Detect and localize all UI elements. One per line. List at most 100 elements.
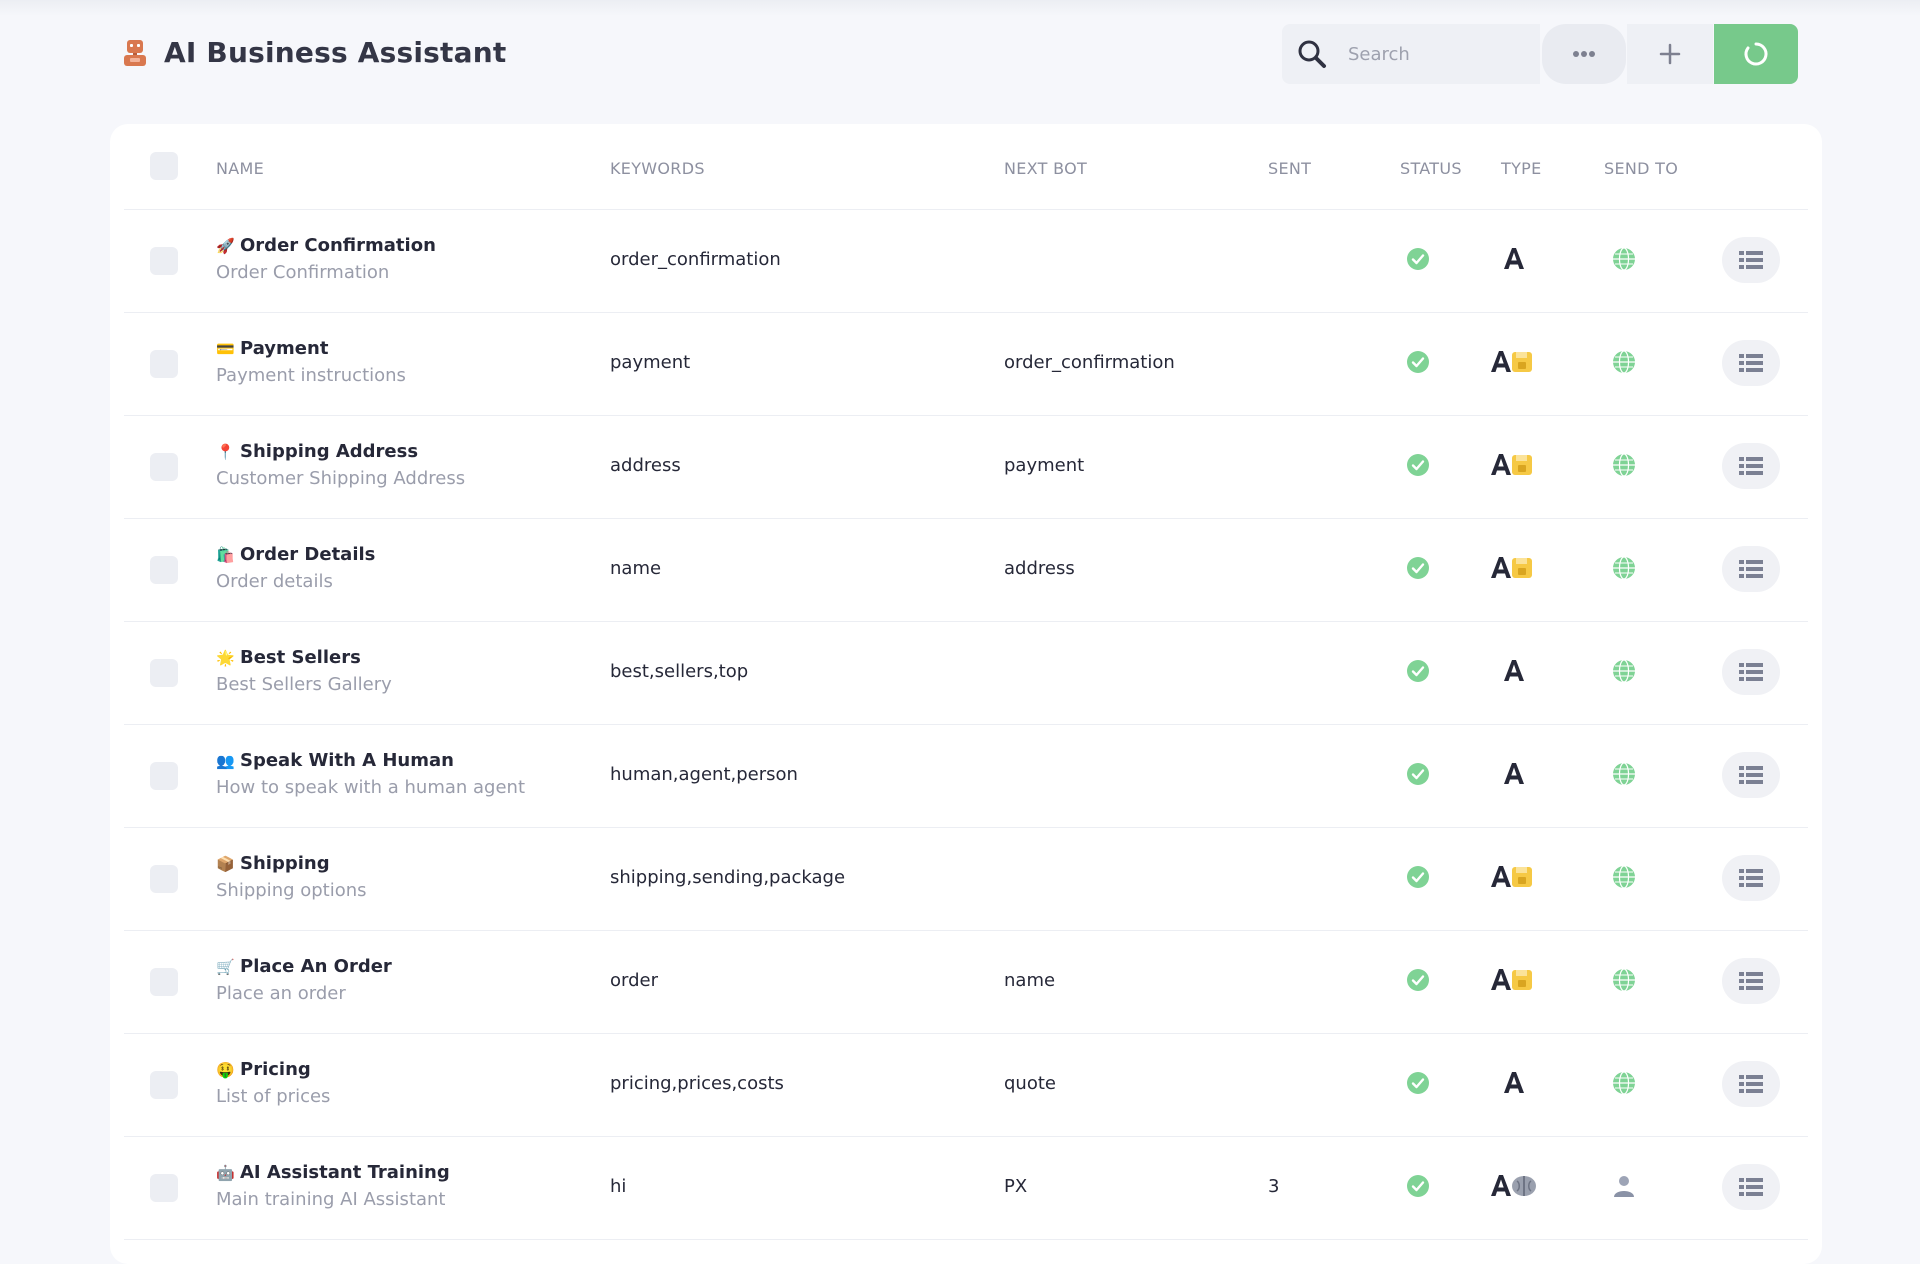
- row-checkbox[interactable]: [150, 247, 178, 275]
- row-checkbox[interactable]: [150, 453, 178, 481]
- column-header-status[interactable]: STATUS: [1400, 159, 1462, 178]
- list-menu-icon: [1739, 869, 1763, 887]
- list-menu-icon: [1739, 766, 1763, 784]
- bot-title[interactable]: 📍 Shipping Address: [216, 441, 465, 462]
- row-actions-button[interactable]: [1722, 958, 1780, 1004]
- bot-description: Customer Shipping Address: [216, 468, 466, 489]
- bot-name-block: 🤖 AI Assistant Training Main training AI A…: [216, 1162, 450, 1210]
- bot-title[interactable]: 👥 Speak With A Human: [216, 750, 525, 771]
- bot-sent-count: 3: [1268, 1176, 1280, 1197]
- column-header-next-bot[interactable]: NEXT BOT: [1004, 159, 1088, 178]
- bot-emoji-icon: 🤖: [216, 1163, 235, 1182]
- bot-name[interactable]: Shipping Address: [240, 441, 419, 462]
- column-header-type[interactable]: TYPE: [1501, 159, 1542, 178]
- page-header: AI Business Assistant: [120, 24, 1798, 84]
- bot-keywords: best,sellers,top: [610, 661, 749, 682]
- row-actions-button[interactable]: [1722, 546, 1780, 592]
- list-menu-icon: [1739, 354, 1763, 372]
- row-checkbox[interactable]: [150, 865, 178, 893]
- bot-name[interactable]: Speak With A Human: [240, 750, 454, 771]
- type-text-save-icon: [1491, 557, 1532, 578]
- row-checkbox[interactable]: [150, 659, 178, 687]
- row-actions-button[interactable]: [1722, 855, 1780, 901]
- bot-name[interactable]: AI Assistant Training: [240, 1162, 450, 1183]
- bot-title[interactable]: 🌟 Best Sellers: [216, 647, 392, 668]
- table-row[interactable]: 📍 Shipping Address Customer Shipping Addre…: [124, 415, 1808, 519]
- table-row[interactable]: 🤖 AI Assistant Training Main training AI A…: [124, 1136, 1808, 1240]
- status-active-icon: [1407, 866, 1429, 888]
- bot-name-block: 📦 Shipping Shipping options: [216, 853, 367, 901]
- row-checkbox[interactable]: [150, 556, 178, 584]
- row-actions-button[interactable]: [1722, 237, 1780, 283]
- bot-title[interactable]: 🚀 Order Confirmation: [216, 235, 436, 256]
- row-checkbox[interactable]: [150, 762, 178, 790]
- row-checkbox[interactable]: [150, 1174, 178, 1202]
- bot-name[interactable]: Shipping: [240, 853, 330, 874]
- bot-name[interactable]: Order Details: [240, 544, 376, 565]
- type-text-ai-icon: [1491, 1175, 1536, 1196]
- bot-title[interactable]: 📦 Shipping: [216, 853, 367, 874]
- bot-title[interactable]: 💳 Payment: [216, 338, 406, 359]
- row-actions-button[interactable]: [1722, 752, 1780, 798]
- type-text-icon: [1504, 660, 1524, 681]
- bot-keywords: shipping,sending,package: [610, 867, 846, 888]
- globe-icon: [1613, 556, 1635, 580]
- table-row[interactable]: 🛒 Place An Order Place an order order name: [124, 930, 1808, 1034]
- table-row[interactable]: 🚀 Order Confirmation Order Confirmation ord…: [124, 209, 1808, 313]
- row-checkbox[interactable]: [150, 1071, 178, 1099]
- bot-description: Best Sellers Gallery: [216, 674, 392, 695]
- bot-name[interactable]: Order Confirmation: [240, 235, 436, 256]
- robot-icon: [124, 39, 146, 66]
- bot-description: List of prices: [216, 1086, 331, 1107]
- bot-name[interactable]: Place An Order: [240, 956, 392, 977]
- list-menu-icon: [1739, 251, 1763, 269]
- row-actions-button[interactable]: [1722, 1164, 1780, 1210]
- refresh-button[interactable]: [1714, 24, 1798, 84]
- type-text-save-icon: [1491, 454, 1532, 475]
- row-actions-button[interactable]: [1722, 340, 1780, 386]
- column-header-send-to[interactable]: SEND TO: [1604, 159, 1679, 178]
- row-actions-button[interactable]: [1722, 1061, 1780, 1107]
- globe-icon: [1613, 659, 1635, 683]
- bot-next-bot: order_confirmation: [1004, 352, 1175, 373]
- select-all-checkbox[interactable]: [150, 152, 178, 180]
- bot-name[interactable]: Payment: [240, 338, 329, 359]
- app-title-group: AI Business Assistant: [120, 36, 506, 69]
- globe-icon: [1613, 865, 1635, 889]
- table-row[interactable]: 💳 Payment Payment instructions payment order…: [124, 312, 1808, 416]
- table-row[interactable]: 🛍️ Order Details Order details name address: [124, 518, 1808, 622]
- table-row[interactable]: 📦 Shipping Shipping options shipping,sendin…: [124, 827, 1808, 931]
- column-header-keywords[interactable]: KEYWORDS: [610, 159, 705, 178]
- table-row[interactable]: 🌟 Best Sellers Best Sellers Gallery best,se…: [124, 621, 1808, 725]
- search-input[interactable]: [1346, 42, 1530, 66]
- column-header-sent[interactable]: SENT: [1268, 159, 1312, 178]
- table-row[interactable]: 👥 Speak With A Human How to speak with a h…: [124, 724, 1808, 828]
- bot-title[interactable]: 🤖 AI Assistant Training: [216, 1162, 450, 1183]
- bot-emoji-icon: 🤑: [216, 1060, 235, 1079]
- table-row[interactable]: 🤑 Pricing List of prices pricing,prices,cos…: [124, 1033, 1808, 1137]
- globe-icon: [1613, 247, 1635, 271]
- bot-emoji-icon: 📍: [216, 442, 235, 461]
- list-menu-icon: [1739, 1075, 1763, 1093]
- bot-title[interactable]: 🛒 Place An Order: [216, 956, 392, 977]
- bot-name-block: 🛒 Place An Order Place an order: [216, 956, 392, 1004]
- row-checkbox[interactable]: [150, 968, 178, 996]
- bot-description: How to speak with a human agent: [216, 777, 526, 798]
- bot-title[interactable]: 🤑 Pricing: [216, 1059, 330, 1080]
- row-actions-button[interactable]: [1722, 443, 1780, 489]
- bot-emoji-icon: 📦: [216, 854, 235, 873]
- add-button[interactable]: [1627, 24, 1713, 84]
- bot-next-bot: quote: [1004, 1073, 1056, 1094]
- bot-keywords: human,agent,person: [610, 764, 798, 785]
- row-actions-button[interactable]: [1722, 649, 1780, 695]
- row-checkbox[interactable]: [150, 350, 178, 378]
- bot-title[interactable]: 🛍️ Order Details: [216, 544, 375, 565]
- more-options-button[interactable]: [1542, 24, 1626, 84]
- bot-name[interactable]: Pricing: [240, 1059, 311, 1080]
- column-header-name[interactable]: NAME: [216, 159, 265, 178]
- globe-icon: [1613, 968, 1635, 992]
- bot-keywords: name: [610, 558, 662, 579]
- bot-keywords: pricing,prices,costs: [610, 1073, 784, 1094]
- bot-name[interactable]: Best Sellers: [240, 647, 361, 668]
- bot-emoji-icon: 🛍️: [216, 545, 235, 564]
